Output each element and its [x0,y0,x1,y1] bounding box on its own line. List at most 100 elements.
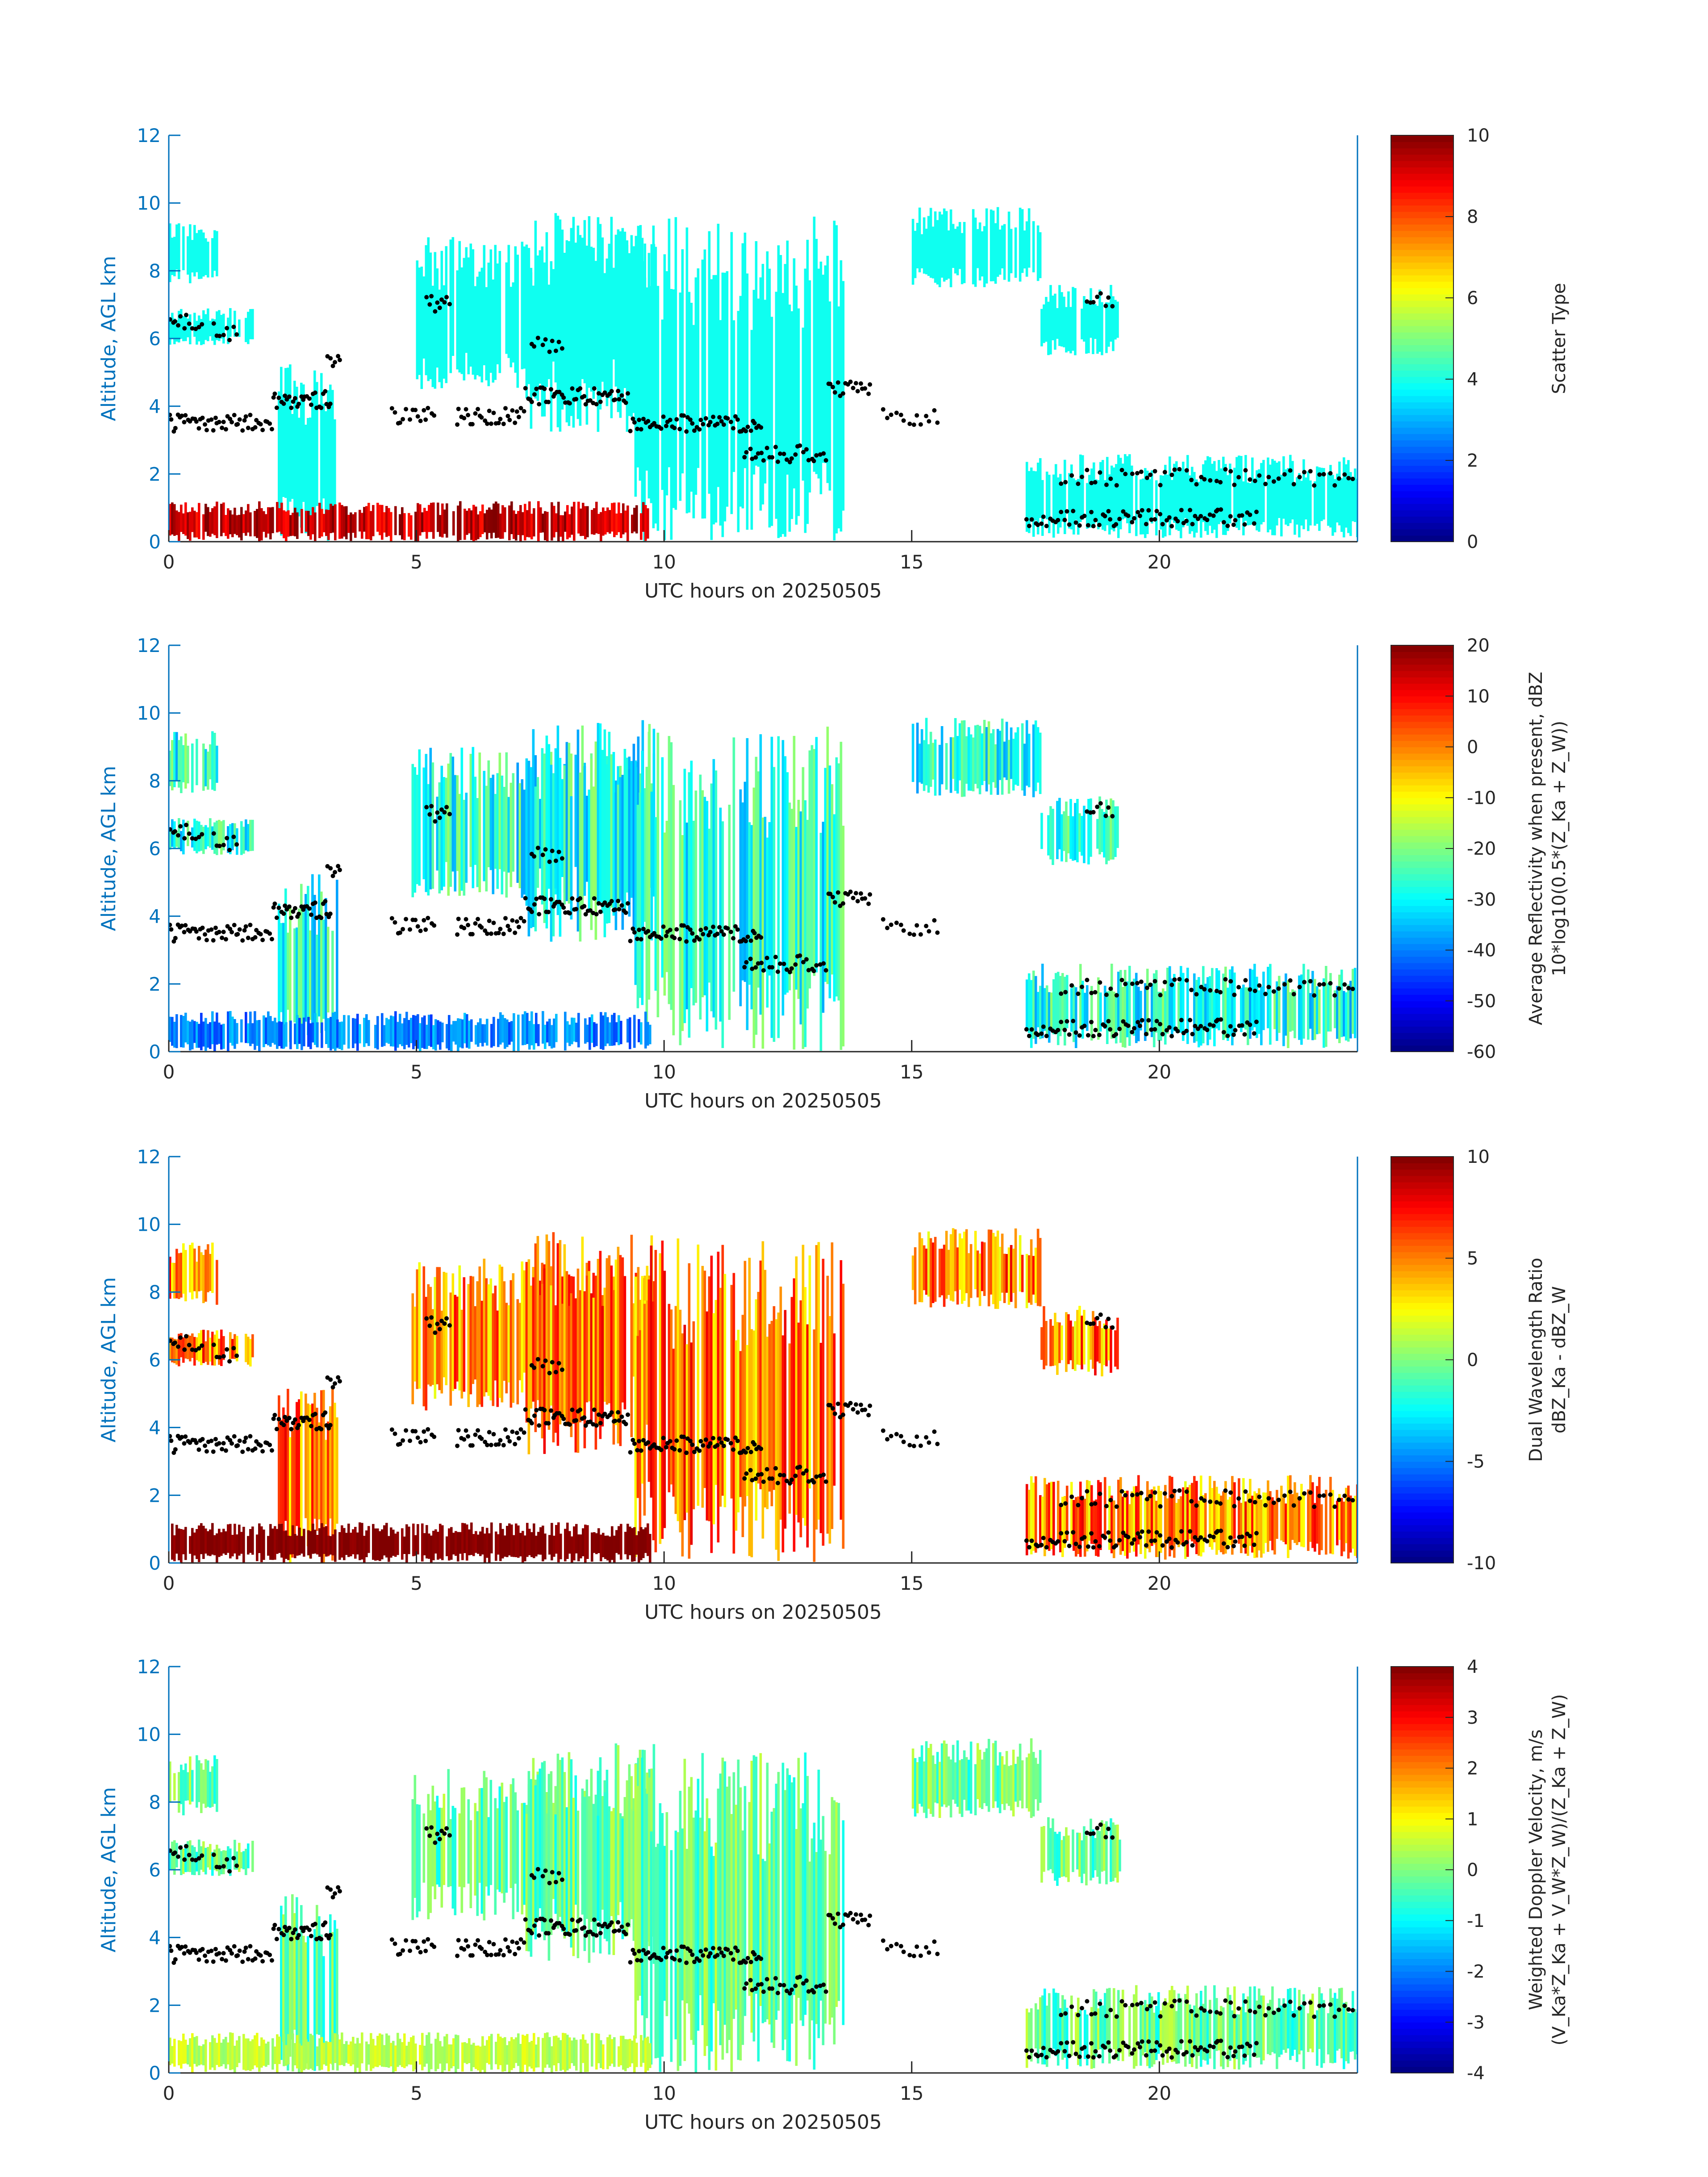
cloud-top-marker [1041,514,1046,519]
colorbar-tick-label: 10 [1467,125,1490,146]
echo-column [1117,1479,1120,1546]
cloud-top-marker [473,921,478,926]
cloud-top-marker [171,429,176,434]
echo-column [202,827,205,854]
echo-column [338,1022,341,1049]
echo-column [354,2043,357,2073]
echo-column [1126,981,1129,1037]
echo-column [484,2045,486,2073]
cloud-top-marker [328,1887,333,1892]
echo-column [478,752,481,892]
echo-column [356,2038,359,2068]
cloud-top-marker [583,912,588,917]
echo-column [458,1265,461,1391]
echo-column [1077,1997,1080,2065]
echo-column [507,1305,510,1383]
echo-column [1047,815,1050,856]
cloud-top-marker [1137,1535,1142,1540]
echo-column [1219,2006,1223,2067]
echo-column [617,229,620,412]
echo-column [563,1772,566,1939]
cloud-top-marker [1190,1543,1195,1548]
cloud-top-marker [1135,471,1140,476]
echo-column [278,1395,280,1550]
echo-column [524,2035,526,2065]
echo-column [619,1813,622,1902]
cloud-top-marker [1102,514,1107,518]
cloud-top-marker [841,1412,845,1417]
cloud-top-marker [287,1926,292,1930]
echo-column [568,743,571,904]
echo-column [1092,462,1095,524]
echo-column [1161,2003,1165,2065]
echo-column [269,1524,272,1560]
echo-column [496,773,499,889]
cloud-top-marker [901,1439,906,1444]
echo-column [708,828,711,983]
echo-column [503,787,506,872]
cloud-top-marker [240,1960,245,1964]
echo-column [1027,1255,1031,1303]
echo-column [542,514,544,533]
echo-column [542,2038,544,2073]
echo-column [560,2040,562,2071]
cloud-top-marker [853,381,858,386]
echo-column [220,1024,223,1050]
cloud-top-marker [1154,509,1159,514]
echo-column [1193,472,1196,538]
echo-column [1213,1985,1216,2069]
echo-column [189,1536,192,1554]
cloud-top-marker [789,966,794,971]
cloud-top-marker [814,1984,819,1989]
echo-column [624,2039,627,2072]
echo-column [1342,457,1345,538]
echo-column [216,1533,218,1563]
echo-column [419,504,422,536]
echo-column [238,1525,241,1556]
echo-column [586,2043,589,2072]
echo-column [251,1526,254,1555]
echo-column [1356,1484,1357,1558]
echo-column [1331,475,1334,536]
cloud-top-marker [637,1949,642,1954]
echo-column [741,1315,744,1538]
cloud-top-marker [1190,522,1195,526]
cloud-top-marker [200,415,205,420]
echo-column [343,506,346,537]
echo-column [1128,454,1131,533]
echo-column [563,253,566,402]
colorbar-swatch [1391,389,1453,396]
echo-column [530,2041,533,2069]
echo-column [405,1524,408,1563]
cloud-top-marker [764,956,769,961]
echo-column [437,1532,439,1560]
cloud-top-marker [1208,478,1213,483]
echo-column [1307,2013,1310,2052]
y-tick-label: 6 [149,1349,161,1371]
echo-column [1320,1504,1323,1550]
echo-column [721,1757,724,2060]
echo-column [1094,304,1097,339]
echo-column [343,1528,346,1560]
echo-column [547,284,551,380]
echo-column [1340,1498,1343,1556]
cloud-top-marker [547,349,552,354]
colorbar-swatch [1391,1157,1453,1164]
cloud-top-marker [272,901,277,906]
echo-column [227,318,230,344]
colorbar-swatch [1391,1258,1453,1265]
echo-column [759,1260,762,1489]
echo-column [1086,483,1089,529]
echo-column [694,1810,697,2073]
colorbar-swatch [1391,402,1453,409]
echo-column [1146,470,1149,534]
echo-column [490,2034,493,2070]
echo-column [497,1019,500,1047]
echo-column [1010,727,1013,779]
echo-column [187,1020,189,1045]
echo-column [603,1792,606,1939]
cloud-top-marker [1091,1545,1096,1550]
cloud-top-marker [258,932,263,936]
echo-column [180,505,183,532]
echo-column [1284,1503,1287,1545]
